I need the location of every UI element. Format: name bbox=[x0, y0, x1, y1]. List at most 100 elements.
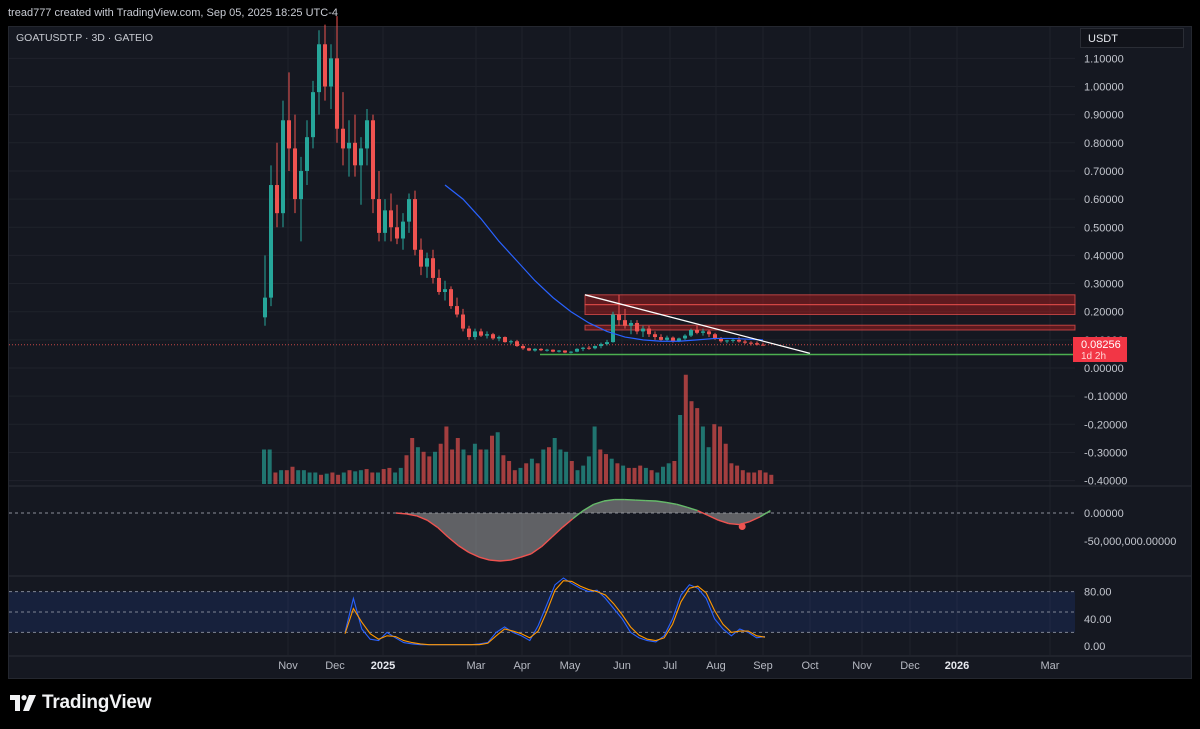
time-axis: Nov Dec 2025 Mar Apr May Jun Jul Aug Sep Oct Nov Dec… bbox=[278, 660, 1060, 672]
oscillator-line bbox=[603, 498, 615, 502]
time-tick-label: Mar bbox=[1041, 660, 1060, 672]
volume-bar bbox=[529, 458, 534, 484]
attribution-text: tread777 created with TradingView.com, S… bbox=[8, 7, 338, 19]
volume-bar bbox=[712, 424, 717, 484]
volume-bar bbox=[558, 449, 563, 484]
volume-bar bbox=[472, 443, 477, 484]
volume-bar bbox=[740, 470, 745, 484]
candle-body bbox=[281, 120, 285, 214]
volume-bar bbox=[410, 438, 415, 484]
volume-bar bbox=[541, 449, 546, 484]
volume-bar bbox=[484, 449, 489, 484]
volume-bar bbox=[273, 472, 278, 484]
time-tick-label: Mar bbox=[467, 660, 486, 672]
oscillator-line bbox=[468, 551, 480, 558]
volume-bar bbox=[279, 470, 284, 484]
volume-bar bbox=[364, 469, 369, 484]
volume-bar bbox=[615, 463, 620, 484]
symbol-label[interactable]: GOATUSDT.P · 3D · GATEIO bbox=[16, 32, 154, 44]
candle-body bbox=[275, 185, 279, 214]
stochastic-pane bbox=[9, 577, 1075, 646]
resistance-zone bbox=[584, 294, 1076, 306]
volume-bar bbox=[598, 449, 603, 484]
last-price-badge: 0.08256 1d 2h bbox=[1073, 337, 1127, 362]
volume-bar bbox=[512, 470, 517, 484]
resistance-zone bbox=[584, 304, 1076, 316]
volume-bar bbox=[313, 472, 318, 484]
volume-bar bbox=[262, 449, 266, 484]
tradingview-logo[interactable]: TradingView bbox=[10, 692, 152, 714]
candle-body bbox=[563, 350, 567, 353]
resistance-zones bbox=[9, 294, 1076, 346]
time-tick-label: Oct bbox=[801, 660, 818, 672]
volume-bar bbox=[575, 470, 580, 484]
candle-body bbox=[605, 342, 609, 345]
candle-body bbox=[407, 199, 411, 222]
oscillator-line bbox=[728, 522, 740, 526]
candle-body bbox=[551, 349, 555, 352]
candle-body bbox=[347, 142, 351, 149]
drawing-lines[interactable] bbox=[540, 294, 1075, 356]
candle-body bbox=[287, 120, 291, 149]
candle-body bbox=[467, 328, 471, 338]
candle-body bbox=[521, 346, 525, 349]
price-tick-label: 0.50000 bbox=[1084, 222, 1124, 234]
volume-bar bbox=[621, 465, 626, 484]
volume-bar bbox=[683, 374, 688, 484]
oscillator-line bbox=[479, 556, 490, 561]
price-tick-label: -0.20000 bbox=[1084, 419, 1127, 431]
candle-body bbox=[527, 348, 531, 351]
volume-bar bbox=[307, 472, 312, 484]
candle-body bbox=[599, 344, 603, 347]
volume-bar bbox=[347, 470, 352, 484]
candle-body bbox=[659, 337, 663, 340]
candle-body bbox=[509, 341, 513, 343]
volume-bar bbox=[706, 447, 711, 484]
time-tick-label: May bbox=[560, 660, 581, 672]
time-tick-label: Sep bbox=[753, 660, 773, 672]
volume-bar bbox=[672, 461, 677, 484]
grid-lines bbox=[9, 27, 1191, 657]
chart-frame bbox=[8, 26, 1192, 679]
volume-bar bbox=[524, 463, 529, 484]
volume-bar bbox=[763, 472, 768, 484]
volume-bar bbox=[433, 451, 437, 484]
oscillator-line bbox=[406, 513, 417, 517]
volume-bar bbox=[723, 443, 728, 484]
oscillator-line bbox=[593, 500, 605, 506]
trendline bbox=[584, 294, 811, 354]
volume-bar bbox=[581, 465, 586, 484]
volume-bar bbox=[381, 469, 386, 484]
oscillator-line bbox=[416, 515, 428, 521]
candle-body bbox=[677, 338, 681, 342]
volume-bar bbox=[609, 458, 614, 484]
candlestick-series bbox=[263, 16, 765, 354]
candle-body bbox=[473, 331, 477, 338]
volume-bar bbox=[735, 465, 740, 484]
oscillator-line bbox=[458, 545, 470, 553]
oscillator-line bbox=[395, 512, 407, 515]
volume-bar bbox=[632, 467, 637, 484]
volume-bar bbox=[552, 438, 557, 484]
candle-body bbox=[761, 344, 765, 346]
oscillator-tick-label: -50,000,000.00000 bbox=[1084, 536, 1176, 548]
candle-body bbox=[575, 348, 579, 352]
volume-bar bbox=[455, 438, 460, 484]
candle-body bbox=[641, 328, 645, 332]
volume-bar bbox=[746, 472, 751, 484]
candle-body bbox=[365, 120, 369, 149]
currency-badge[interactable]: USDT bbox=[1080, 28, 1184, 48]
candle-body bbox=[431, 258, 435, 278]
volume-bar bbox=[358, 470, 363, 484]
price-tick-label: -0.30000 bbox=[1084, 447, 1127, 459]
volume-bar bbox=[661, 466, 665, 484]
volume-bar bbox=[769, 474, 774, 484]
candle-body bbox=[395, 227, 399, 239]
price-tick-label: 0.00000 bbox=[1084, 363, 1124, 375]
time-tick-label: Jul bbox=[663, 660, 677, 672]
candle-body bbox=[437, 277, 441, 292]
candle-body bbox=[623, 320, 627, 326]
oscillator-line bbox=[489, 559, 501, 562]
time-tick-label: Nov bbox=[852, 660, 872, 672]
